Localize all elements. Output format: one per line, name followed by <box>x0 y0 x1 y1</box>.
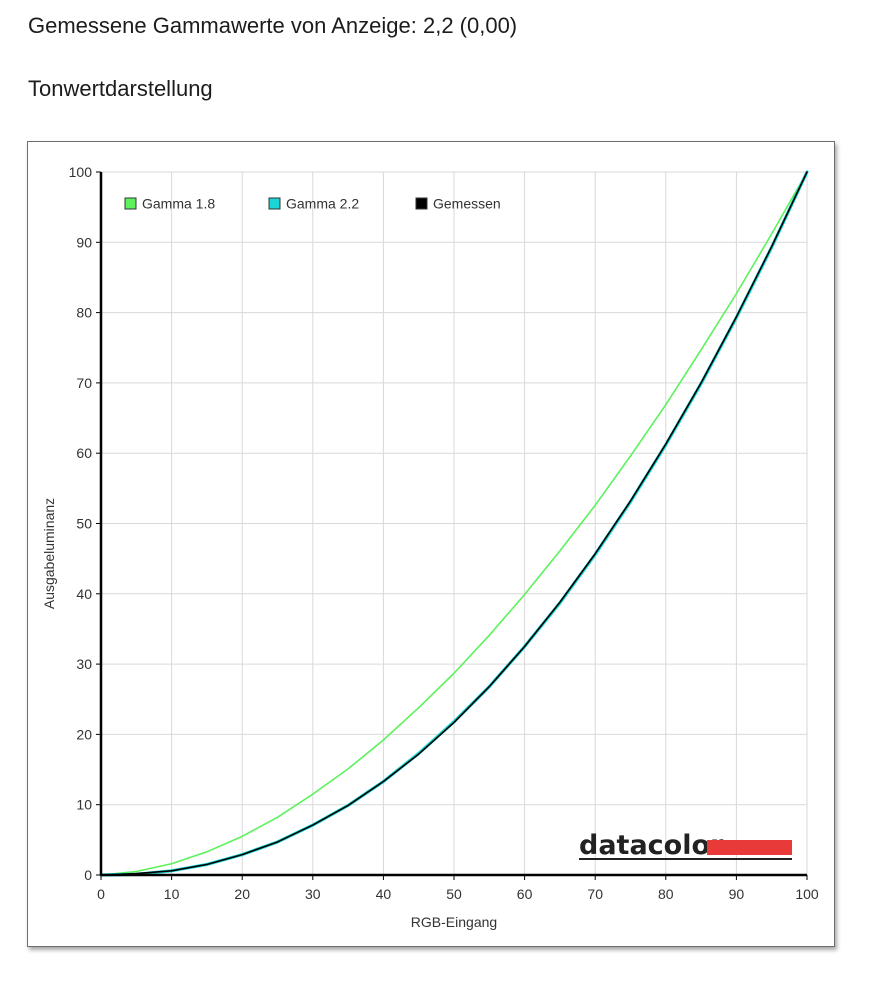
x-tick-label: 40 <box>376 886 392 902</box>
legend-item: Gemessen <box>415 196 501 212</box>
x-tick-label: 10 <box>164 886 180 902</box>
y-tick-label: 100 <box>69 164 93 180</box>
x-tick-label: 80 <box>658 886 674 902</box>
y-tick-label: 90 <box>76 234 92 250</box>
logo-accent-bar <box>707 840 792 855</box>
x-tick-label: 90 <box>729 886 745 902</box>
legend-item: Gamma 2.2 <box>268 196 359 212</box>
axes <box>96 171 808 880</box>
x-tick-label: 20 <box>234 886 250 902</box>
legend-label: Gamma 1.8 <box>142 196 215 212</box>
legend-label: Gamma 2.2 <box>286 196 359 212</box>
legend: Gamma 1.8 Gamma 2.2 Gemessen <box>124 196 501 212</box>
x-tick-label: 70 <box>587 886 603 902</box>
y-tick-label: 70 <box>76 375 92 391</box>
y-tick-label: 10 <box>76 797 92 813</box>
y-tick-label: 20 <box>76 726 92 742</box>
tone-chart: 0 10 20 30 40 50 60 70 80 90 100 0 10 20 30 40 50 60 70 80 9… <box>41 164 819 930</box>
tone-reproduction-heading: Tonwertdarstellung <box>28 76 213 101</box>
y-axis-title: Ausgabeluminanz <box>41 498 57 609</box>
y-tick-label: 50 <box>76 516 92 532</box>
datacolor-logo: datacolor <box>579 830 792 861</box>
x-tick-label: 30 <box>305 886 321 902</box>
tone-chart-frame: 0 10 20 30 40 50 60 70 80 90 100 0 10 20 30 40 50 60 70 80 9… <box>27 141 835 947</box>
y-tick-label: 0 <box>84 867 92 883</box>
logo-text: datacolor <box>579 830 724 861</box>
series-line-gemessen <box>100 171 808 876</box>
legend-swatch <box>268 197 281 210</box>
x-tick-label: 60 <box>517 886 533 902</box>
y-tick-label: 80 <box>76 305 92 321</box>
x-axis-title: RGB-Eingang <box>411 914 497 930</box>
grid-lines <box>101 171 808 875</box>
gamma-heading: Gemessene Gammawerte von Anzeige: 2,2 (0… <box>28 13 518 38</box>
series-line-gamma-1-8 <box>100 171 808 876</box>
x-tick-label: 100 <box>795 886 819 902</box>
y-tick-label: 40 <box>76 586 92 602</box>
legend-item: Gamma 1.8 <box>124 196 215 212</box>
legend-swatch <box>415 197 428 210</box>
legend-label: Gemessen <box>433 196 501 212</box>
y-tick-label: 60 <box>76 445 92 461</box>
x-tick-label: 0 <box>97 886 105 902</box>
tick-labels: 0 10 20 30 40 50 60 70 80 90 100 0 10 20 30 40 50 60 70 80 9… <box>69 164 819 902</box>
x-tick-label: 50 <box>446 886 462 902</box>
series-lines <box>99 170 809 877</box>
legend-swatch <box>124 197 137 210</box>
logo-underline <box>579 858 792 860</box>
y-tick-label: 30 <box>76 656 92 672</box>
